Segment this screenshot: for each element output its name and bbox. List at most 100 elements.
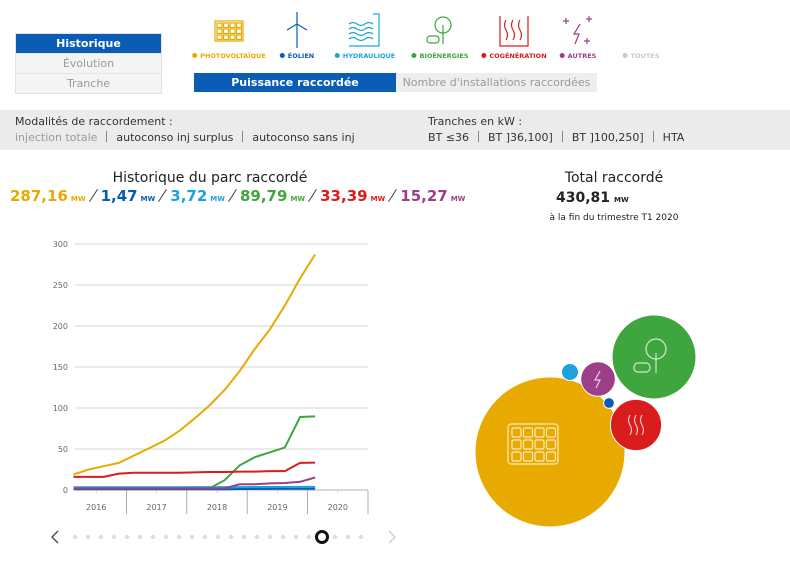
bubble-icon — [522, 439, 534, 450]
icon-part — [216, 28, 223, 35]
total-unit: MW — [210, 195, 225, 203]
x-tick-label: 2018 — [207, 503, 227, 512]
pager-dot[interactable] — [176, 534, 182, 540]
y-tick-label: 300 — [53, 240, 68, 249]
energy-filter[interactable] — [286, 12, 308, 48]
pager-dot[interactable] — [228, 534, 234, 540]
tranches-options: BT ≤36 BT ]36,100] BT ]100,250] HTA — [428, 131, 684, 144]
bubble[interactable] — [603, 397, 615, 409]
icon-part — [222, 22, 230, 29]
energy-filter[interactable] — [563, 16, 592, 45]
pager-dot[interactable] — [98, 534, 104, 540]
pager-dot[interactable] — [267, 534, 273, 540]
pager-dot[interactable] — [306, 534, 312, 540]
filter-dot — [192, 53, 198, 58]
bubble-icon — [627, 414, 633, 436]
energy-filter[interactable] — [348, 13, 380, 47]
bubble-icon — [507, 423, 559, 465]
prev-arrow[interactable] — [51, 530, 59, 544]
pager-dot[interactable] — [202, 534, 208, 540]
filter-label[interactable]: AUTRES — [559, 52, 596, 60]
filter-label[interactable]: TOUTES — [622, 52, 659, 60]
filter-label[interactable]: BIOÉNERGIES — [411, 52, 469, 60]
pager-dot[interactable] — [241, 534, 247, 540]
pager-dot[interactable] — [72, 534, 78, 540]
icon-part — [572, 23, 581, 45]
total-title: Total raccordé — [564, 170, 663, 186]
filter-label[interactable]: PHOTOVOLTAÏQUE — [192, 52, 266, 60]
icon-part — [499, 16, 529, 47]
option[interactable]: BT ≤36 — [428, 131, 469, 144]
bubble[interactable] — [560, 362, 580, 382]
pager-dot[interactable] — [124, 534, 130, 540]
total-unit: MW — [450, 195, 466, 203]
energy-filter[interactable] — [499, 16, 529, 47]
icon-part — [235, 28, 243, 35]
option[interactable]: injection totale — [15, 131, 98, 144]
pager-dot[interactable] — [189, 534, 195, 540]
option[interactable]: BT ]100,250] — [571, 131, 644, 144]
nav-item[interactable]: Tranche — [16, 73, 161, 93]
icon-part — [348, 36, 374, 42]
bubble[interactable] — [580, 361, 616, 397]
pager-dot[interactable] — [345, 534, 351, 540]
series-total: 89,79 MW — [240, 187, 305, 205]
series-line — [73, 415, 316, 490]
bubble-icon — [633, 362, 651, 373]
bubble-icon — [639, 414, 645, 436]
filter-dot — [622, 53, 628, 58]
x-tick-label: 2016 — [86, 503, 106, 512]
filter-dot — [411, 53, 417, 58]
option[interactable]: autoconso sans inj — [252, 131, 355, 144]
tab[interactable]: Nombre d'installations raccordées — [396, 73, 597, 92]
pager-dot[interactable] — [85, 534, 91, 540]
pager-dot[interactable] — [150, 534, 156, 540]
option[interactable]: BT ]36,100] — [487, 131, 553, 144]
pager-dot[interactable] — [111, 534, 117, 540]
y-tick-label: 150 — [53, 363, 68, 372]
icon-part — [503, 19, 509, 41]
icon-part — [348, 21, 374, 27]
filter-label[interactable]: HYDRAULIQUE — [334, 52, 396, 60]
pager-dot[interactable] — [254, 534, 260, 540]
separator — [561, 131, 563, 142]
energy-filter[interactable] — [214, 20, 244, 42]
icon-part — [348, 26, 374, 32]
filter-name: HYDRAULIQUE — [342, 52, 396, 60]
next-arrow[interactable] — [388, 530, 396, 544]
pager-dot[interactable] — [332, 534, 338, 540]
series-total: 3,72 MW — [170, 187, 225, 205]
icon-part — [563, 16, 592, 44]
tab[interactable]: Puissance raccordée — [194, 73, 396, 92]
option[interactable]: HTA — [662, 131, 685, 144]
icon-part — [286, 12, 308, 31]
bubble-icon — [534, 427, 545, 438]
bubble-icon — [522, 451, 534, 462]
icon-part — [222, 28, 230, 35]
y-tick-label: 200 — [53, 322, 68, 331]
total-number: 1,47 — [100, 187, 138, 205]
filter-label[interactable]: ÉOLIEN — [279, 52, 315, 60]
icon-part — [348, 31, 374, 37]
icon-part — [235, 34, 243, 41]
pager-dot[interactable] — [163, 534, 169, 540]
pager-dot[interactable] — [293, 534, 299, 540]
pager-dot[interactable] — [358, 534, 364, 540]
bubble[interactable] — [611, 314, 697, 400]
nav-item[interactable]: Historique — [16, 34, 161, 53]
filter-name: ÉOLIEN — [287, 52, 315, 60]
filter-name: COGÉNÉRATION — [489, 52, 547, 60]
pager-dot[interactable] — [215, 534, 221, 540]
pager-dot[interactable] — [137, 534, 143, 540]
option[interactable]: autoconso inj surplus — [116, 131, 234, 144]
y-tick-label: 250 — [53, 281, 68, 290]
energy-filter[interactable] — [426, 16, 452, 44]
filter-label[interactable]: COGÉNÉRATION — [481, 52, 547, 60]
x-tick-label: 2017 — [146, 503, 166, 512]
nav-item[interactable]: Évolution — [16, 53, 161, 73]
pager-dot[interactable] — [315, 530, 329, 544]
icon-part — [229, 34, 236, 41]
view-nav: Historique Évolution Tranche — [15, 33, 162, 94]
pager-dot[interactable] — [280, 534, 286, 540]
